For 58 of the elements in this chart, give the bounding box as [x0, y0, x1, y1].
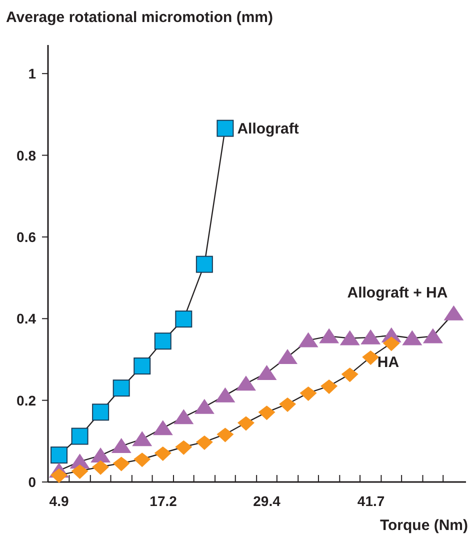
x-axis-title: Torque (Nm): [380, 517, 468, 534]
point: [215, 387, 236, 402]
point: [175, 310, 192, 328]
point: [279, 397, 296, 412]
y-tick-label: 0.8: [16, 147, 36, 164]
point: [341, 368, 358, 382]
point: [112, 456, 130, 472]
point: [340, 330, 360, 346]
point: [319, 328, 340, 344]
point: [71, 428, 88, 445]
point: [71, 464, 88, 479]
point: [298, 332, 318, 348]
point: [422, 328, 443, 344]
y-axis-title: Average rotational micromotion (mm): [6, 9, 273, 26]
point: [216, 428, 234, 442]
point: [111, 438, 132, 454]
point: [444, 305, 464, 320]
point: [237, 416, 254, 431]
point: [236, 376, 256, 391]
point: [50, 446, 68, 464]
point: [132, 431, 152, 446]
point: [92, 404, 110, 421]
point: [360, 329, 381, 344]
point: [278, 349, 298, 364]
x-tick-label: 17.2: [150, 493, 178, 509]
point: [382, 336, 400, 352]
point: [402, 330, 422, 346]
y-tick-label: 0.4: [16, 310, 36, 327]
x-tick-label: 41.7: [357, 493, 385, 509]
x-tick-label: 29.4: [253, 493, 281, 509]
point: [50, 468, 68, 484]
point: [112, 380, 130, 397]
x-tick-label: 4.9: [49, 493, 69, 509]
point: [152, 420, 173, 436]
point: [216, 120, 234, 137]
point: [196, 435, 213, 450]
y-tick-label: 0: [28, 474, 36, 490]
y-tick-label: 1: [28, 66, 36, 82]
point: [90, 447, 111, 462]
point: [134, 358, 151, 375]
point: [256, 364, 277, 380]
point: [194, 398, 214, 414]
point: [134, 452, 151, 468]
point: [196, 256, 213, 273]
y-tick-label: 0.2: [16, 392, 36, 408]
y-tick-label: 0.6: [16, 228, 36, 245]
point: [174, 409, 194, 424]
point: [175, 440, 192, 455]
point: [154, 332, 172, 350]
point: [258, 406, 276, 420]
point: [300, 386, 317, 401]
series-label: Allograft + HA: [347, 284, 448, 302]
series-label: Allograft: [237, 120, 299, 138]
point: [154, 446, 172, 462]
point: [92, 460, 110, 475]
point: [362, 350, 380, 366]
point: [320, 380, 338, 394]
series-label: HA: [377, 354, 400, 372]
